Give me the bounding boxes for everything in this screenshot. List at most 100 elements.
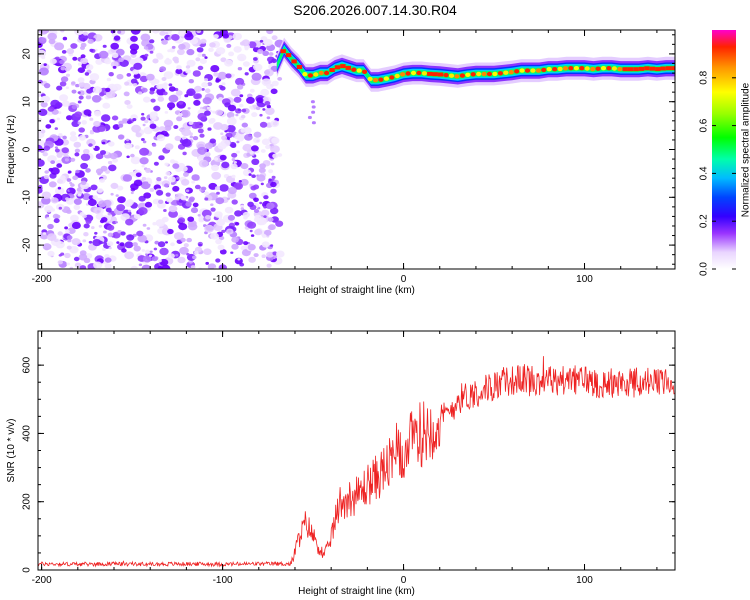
noise-blob (170, 242, 175, 247)
carrier-core (351, 67, 357, 72)
noise-blob (237, 136, 244, 142)
carrier-core (492, 71, 498, 77)
noise-blob (186, 88, 196, 96)
noise-blob (185, 201, 192, 207)
noise-blob (64, 252, 71, 259)
noise-blob (38, 67, 49, 76)
carrier-core (318, 70, 324, 76)
noise-blob (191, 174, 200, 181)
noise-blob (253, 197, 259, 203)
noise-blob (198, 243, 203, 247)
noise-blob (153, 247, 158, 251)
noise-blob (159, 31, 166, 36)
noise-blob (157, 96, 165, 102)
noise-blob (201, 88, 205, 91)
noise-blob (122, 174, 133, 182)
carrier-core (590, 66, 596, 72)
noise-blob (143, 192, 152, 199)
noise-blob (132, 69, 140, 75)
carrier-core (405, 71, 411, 76)
x-tick-label: -200 (32, 274, 52, 285)
noise-blob (85, 219, 92, 224)
noise-blob (168, 83, 173, 87)
noise-blob (266, 116, 271, 120)
carrier-core (410, 70, 417, 76)
noise-blob (263, 38, 273, 47)
noise-blob (205, 142, 213, 149)
carrier-core (296, 65, 303, 69)
noise-blob (149, 39, 155, 44)
noise-blob (216, 191, 220, 195)
noise-blob (238, 56, 245, 61)
noise-blob (142, 223, 147, 227)
noise-blob (38, 159, 45, 167)
noise-blob (247, 201, 254, 207)
noise-blob (186, 237, 192, 243)
noise-blob (224, 206, 234, 214)
noise-blob (89, 130, 94, 133)
carrier-core (378, 77, 384, 82)
noise-blob (153, 161, 159, 166)
noise-blob (133, 245, 141, 252)
noise-blob (230, 251, 234, 254)
noise-blob (226, 124, 236, 133)
noise-blob (253, 137, 261, 144)
carrier-core (383, 76, 389, 81)
carrier-core (313, 72, 319, 77)
noise-blob (70, 157, 76, 162)
noise-blob (163, 176, 168, 180)
noise-blob (264, 229, 272, 236)
noise-blob (224, 59, 233, 67)
noise-blob (59, 81, 67, 87)
noise-blob (241, 122, 248, 128)
noise-blob (197, 53, 203, 58)
colorbar: 0.0 0.2 0.4 0.6 0.8 Normalized spectral ampl… (699, 30, 750, 276)
noise-blob (134, 145, 140, 150)
noise-blob (85, 168, 91, 173)
noise-blob (38, 117, 43, 123)
snr-y-label: SNR (10 * v/v) (6, 419, 17, 483)
noise-blob (204, 197, 209, 201)
carrier-core (562, 66, 569, 71)
carrier-core (448, 73, 455, 78)
carrier-core (584, 66, 590, 71)
noise-blob (255, 106, 261, 111)
noise-blob (78, 81, 86, 88)
noise-blob (236, 84, 244, 90)
noise-blob (167, 228, 174, 235)
noise-blob (242, 61, 250, 67)
noise-blob (74, 111, 82, 118)
noise-blob (116, 241, 120, 244)
noise-blob (118, 123, 124, 128)
noise-blob (157, 259, 162, 263)
noise-blob (74, 262, 82, 268)
noise-blob (226, 43, 232, 48)
noise-blob (266, 104, 271, 109)
noise-blob (227, 35, 233, 40)
noise-blob (270, 162, 275, 166)
noise-blob (38, 30, 49, 35)
noise-blob (124, 241, 134, 249)
snr-series (38, 356, 675, 568)
carrier-core (524, 68, 531, 73)
noise-blob (263, 195, 269, 200)
noise-blob (48, 167, 54, 172)
noise-blob (180, 195, 187, 201)
noise-blob (249, 88, 255, 93)
noise-blob (65, 86, 69, 89)
noise-blob (270, 145, 280, 154)
noise-blob (60, 66, 66, 71)
noise-blob (193, 93, 200, 100)
noise-blob (251, 145, 259, 152)
noise-blob (178, 43, 186, 50)
noise-blob (211, 164, 219, 171)
noise-blob (80, 42, 87, 48)
y-tick-label: 600 (22, 356, 33, 373)
noise-blob (43, 83, 51, 89)
noise-blob (231, 158, 236, 161)
noise-blob (259, 39, 264, 43)
noise-blob (189, 135, 194, 139)
noise-blob (98, 50, 109, 59)
colorbar-gradient (712, 30, 736, 269)
noise-blob (42, 152, 48, 157)
